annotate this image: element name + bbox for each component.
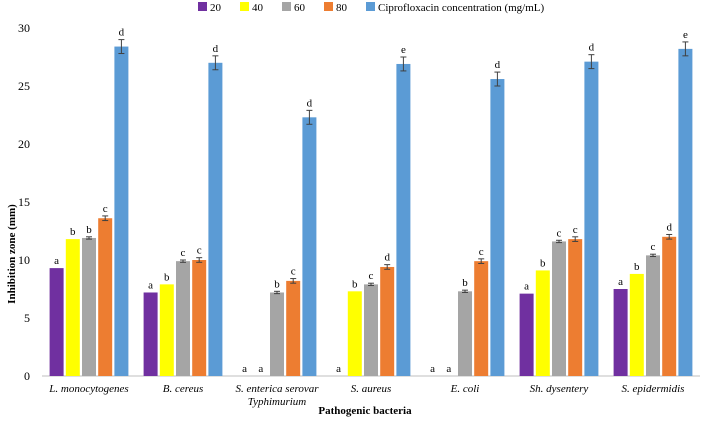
bar bbox=[302, 117, 317, 376]
bar bbox=[584, 61, 599, 376]
significance-label: a bbox=[524, 281, 529, 293]
bar bbox=[286, 280, 301, 376]
x-axis: L. monocytogenes B. cereus S. enterica ser… bbox=[48, 383, 684, 408]
significance-label: a bbox=[258, 363, 263, 375]
bar bbox=[535, 270, 550, 376]
significance-label: b bbox=[70, 226, 76, 238]
bar bbox=[396, 63, 411, 377]
bar bbox=[159, 284, 174, 376]
x-category-label: S. epidermidis bbox=[622, 383, 685, 395]
bar bbox=[192, 260, 207, 376]
significance-label: d bbox=[119, 27, 125, 39]
bar bbox=[49, 268, 64, 376]
bar bbox=[519, 293, 534, 376]
bar bbox=[208, 62, 223, 377]
significance-label: e bbox=[401, 44, 406, 56]
bar bbox=[568, 239, 583, 376]
bar bbox=[458, 291, 472, 376]
bar bbox=[65, 239, 80, 376]
legend-label: 40 bbox=[252, 2, 264, 14]
bar bbox=[678, 48, 693, 376]
x-category-label: E. coli bbox=[450, 383, 480, 395]
bar bbox=[364, 284, 378, 376]
legend-label: Ciprofloxacin concentration (mg/mL) bbox=[378, 2, 545, 14]
significance-label: a bbox=[54, 255, 59, 267]
x-category-label: S. aureus bbox=[351, 383, 392, 395]
significance-label: b bbox=[540, 257, 546, 269]
significance-label: d bbox=[666, 221, 672, 233]
significance-label: a bbox=[430, 363, 435, 375]
bar bbox=[380, 266, 395, 376]
bar bbox=[613, 289, 628, 376]
bar bbox=[82, 237, 96, 376]
y-axis-title: Inhibition zone (mm) bbox=[6, 204, 18, 304]
y-tick-label: 10 bbox=[18, 253, 30, 267]
significance-label: d bbox=[307, 97, 313, 109]
significance-label: d bbox=[213, 43, 219, 55]
significance-label: e bbox=[683, 29, 688, 41]
y-tick-label: 15 bbox=[18, 195, 30, 209]
x-category-label: Typhimurium bbox=[248, 396, 307, 408]
y-tick-label: 30 bbox=[18, 21, 30, 35]
significance-label: c bbox=[197, 245, 202, 257]
bar bbox=[552, 241, 566, 376]
significance-label: a bbox=[148, 279, 153, 291]
significance-label: a bbox=[242, 363, 247, 375]
bar bbox=[662, 236, 677, 376]
legend-label: 20 bbox=[210, 2, 222, 14]
significance-label: d bbox=[384, 252, 390, 264]
bar bbox=[176, 261, 190, 376]
y-tick-label: 25 bbox=[18, 79, 30, 93]
legend-swatch bbox=[240, 2, 249, 11]
y-tick-label: 0 bbox=[24, 369, 30, 383]
significance-label: b bbox=[274, 278, 280, 290]
y-tick-label: 5 bbox=[24, 311, 30, 325]
significance-label: c bbox=[557, 227, 562, 239]
significance-label: a bbox=[446, 363, 451, 375]
significance-label: b bbox=[352, 278, 358, 290]
significance-label: d bbox=[495, 59, 501, 71]
bar bbox=[270, 292, 284, 376]
bar bbox=[98, 218, 113, 376]
significance-label: c bbox=[181, 247, 186, 259]
x-category-label: L. monocytogenes bbox=[48, 383, 128, 395]
significance-label: b bbox=[164, 271, 170, 283]
significance-label: b bbox=[86, 224, 92, 236]
significance-label: c bbox=[573, 224, 578, 236]
significance-label: c bbox=[369, 270, 374, 282]
significance-label: c bbox=[479, 246, 484, 258]
significance-label: b bbox=[462, 277, 468, 289]
legend-swatch bbox=[282, 2, 291, 11]
legend-swatch bbox=[324, 2, 333, 11]
x-axis-title: Pathogenic bacteria bbox=[318, 405, 412, 417]
legend-swatch bbox=[198, 2, 207, 11]
x-category-label: Sh. dysentery bbox=[530, 383, 589, 395]
significance-label: b bbox=[634, 261, 640, 273]
bar bbox=[143, 292, 158, 376]
legend: 20 40 60 80 Ciprofloxacin concentration (mg/… bbox=[198, 2, 545, 14]
bar bbox=[114, 46, 129, 377]
y-tick-label: 20 bbox=[18, 137, 30, 151]
bar bbox=[490, 79, 505, 376]
significance-label: c bbox=[103, 203, 108, 215]
legend-label: 80 bbox=[336, 2, 348, 14]
x-category-label: B. cereus bbox=[163, 383, 204, 395]
significance-label: a bbox=[618, 276, 623, 288]
significance-label: c bbox=[291, 266, 296, 278]
bar bbox=[629, 273, 644, 376]
significance-label: a bbox=[336, 363, 341, 375]
legend-swatch bbox=[366, 2, 375, 11]
bar bbox=[347, 291, 362, 376]
significance-label: c bbox=[651, 241, 656, 253]
significance-label: d bbox=[589, 42, 595, 54]
legend-label: 60 bbox=[294, 2, 306, 14]
x-category-label: S. enterica serovar bbox=[236, 383, 320, 395]
bar bbox=[646, 255, 660, 376]
bar bbox=[474, 261, 489, 376]
